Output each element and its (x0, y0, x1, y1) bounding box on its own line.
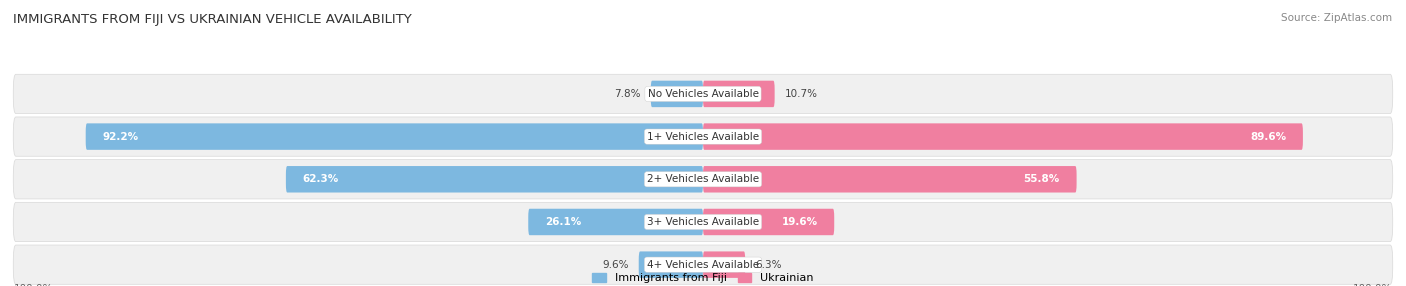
Text: 89.6%: 89.6% (1250, 132, 1286, 142)
Text: 2+ Vehicles Available: 2+ Vehicles Available (647, 174, 759, 184)
FancyBboxPatch shape (529, 209, 703, 235)
FancyBboxPatch shape (13, 74, 1393, 114)
FancyBboxPatch shape (703, 251, 745, 278)
FancyBboxPatch shape (86, 123, 703, 150)
FancyBboxPatch shape (638, 251, 703, 278)
Text: 55.8%: 55.8% (1024, 174, 1060, 184)
FancyBboxPatch shape (13, 245, 1393, 284)
Text: 9.6%: 9.6% (602, 260, 628, 270)
Text: 26.1%: 26.1% (546, 217, 581, 227)
Text: No Vehicles Available: No Vehicles Available (648, 89, 758, 99)
Text: 92.2%: 92.2% (103, 132, 139, 142)
Text: 6.3%: 6.3% (755, 260, 782, 270)
FancyBboxPatch shape (703, 81, 775, 107)
Text: IMMIGRANTS FROM FIJI VS UKRAINIAN VEHICLE AVAILABILITY: IMMIGRANTS FROM FIJI VS UKRAINIAN VEHICL… (14, 13, 412, 26)
Text: 1+ Vehicles Available: 1+ Vehicles Available (647, 132, 759, 142)
FancyBboxPatch shape (651, 81, 703, 107)
FancyBboxPatch shape (703, 123, 1303, 150)
Text: 10.7%: 10.7% (785, 89, 818, 99)
Text: 19.6%: 19.6% (782, 217, 817, 227)
Text: 4+ Vehicles Available: 4+ Vehicles Available (647, 260, 759, 270)
FancyBboxPatch shape (703, 209, 834, 235)
Text: Source: ZipAtlas.com: Source: ZipAtlas.com (1281, 13, 1392, 23)
FancyBboxPatch shape (285, 166, 703, 192)
FancyBboxPatch shape (13, 117, 1393, 156)
FancyBboxPatch shape (703, 166, 1077, 192)
Text: 100.0%: 100.0% (14, 284, 53, 286)
Text: 100.0%: 100.0% (1353, 284, 1392, 286)
FancyBboxPatch shape (13, 160, 1393, 199)
Text: 7.8%: 7.8% (614, 89, 641, 99)
Text: 3+ Vehicles Available: 3+ Vehicles Available (647, 217, 759, 227)
Text: 62.3%: 62.3% (302, 174, 339, 184)
Legend: Immigrants from Fiji, Ukrainian: Immigrants from Fiji, Ukrainian (592, 273, 814, 283)
FancyBboxPatch shape (13, 202, 1393, 242)
